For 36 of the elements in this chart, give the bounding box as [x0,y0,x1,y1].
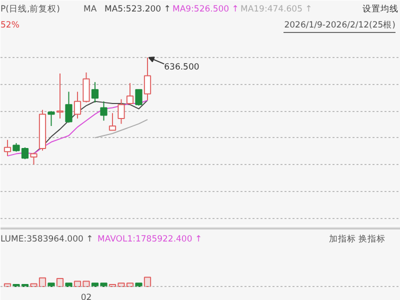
bar [48,282,55,287]
candlestick [30,152,38,165]
candlestick [56,73,64,119]
text: 636.500 [164,62,200,73]
bar [118,282,125,287]
text: 52% [0,20,20,30]
text: 2026/1/9-2026/2/12(25根) [284,20,396,30]
bar [82,280,90,287]
bar [144,276,152,287]
text: MA9:526.500 ↑ [172,4,239,14]
text: MA5:523.200 ↑ [104,4,171,14]
chart-title: LUME:3583964.000 ↑ [0,234,94,244]
text: MA19:474.605 ↑ [240,4,312,14]
bar [30,283,38,287]
candlestick [144,57,152,101]
candlestick [48,110,55,126]
candlestick [135,89,142,106]
bar [135,282,142,287]
text: MAVOL1:1785922.400 ↑ [98,234,202,244]
candlestick [108,112,116,131]
text: 02 [80,293,92,300]
candlestick [65,91,72,124]
candlestick [118,98,125,124]
bar [126,282,134,287]
candlestick [100,100,108,122]
candlestick [126,82,134,106]
text: 加指标 换指标 [328,234,386,244]
bar [38,277,46,287]
bar [56,278,64,287]
bar [65,282,72,287]
text: 设置均线 [362,4,398,14]
chart-title: P(日线,前复权) [0,4,60,14]
candlestick [4,139,12,156]
bar [74,280,82,287]
candlestick [91,82,99,103]
text: MA [84,4,97,14]
